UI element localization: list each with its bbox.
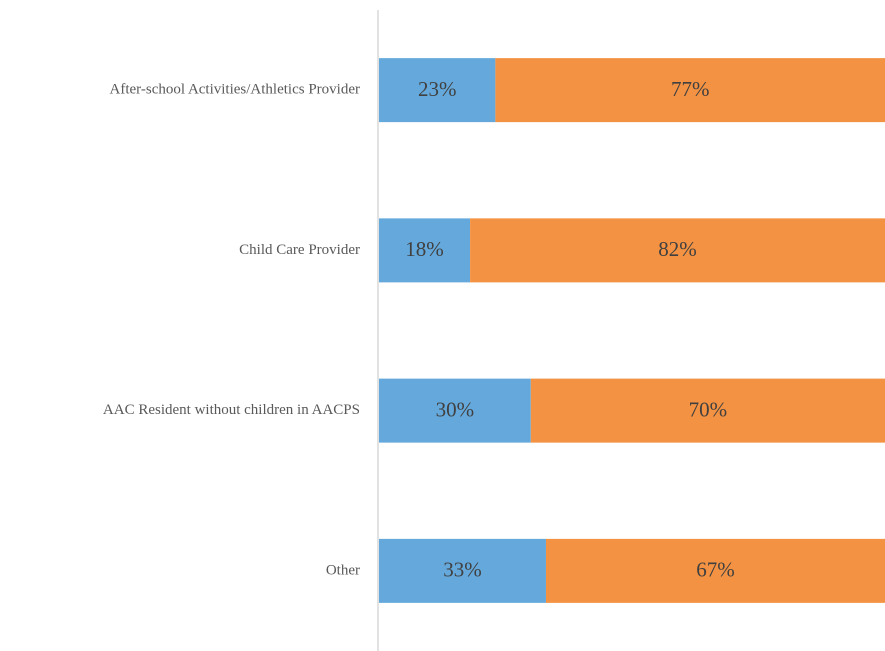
bar-segment (530, 378, 885, 443)
bar-segment (495, 58, 885, 123)
data-label: 30% (436, 397, 475, 421)
data-label: 23% (418, 77, 457, 101)
bar-segment (545, 538, 885, 603)
data-label: 33% (443, 558, 482, 582)
data-label: 70% (689, 397, 728, 421)
bar-segment (379, 538, 546, 603)
category-label: After-school Activities/Athletics Provid… (110, 82, 360, 98)
category-label: Child Care Provider (239, 242, 360, 258)
data-label: 18% (405, 237, 444, 261)
data-label: 77% (671, 77, 710, 101)
category-label: Other (326, 562, 360, 578)
data-label: 82% (658, 237, 697, 261)
bar-segment (470, 218, 885, 283)
bar-segment (379, 218, 471, 283)
bar-segment (379, 378, 531, 443)
category-label: AAC Resident without children in AACPS (103, 402, 360, 418)
data-label: 67% (696, 558, 735, 582)
bar-segment (379, 58, 496, 123)
